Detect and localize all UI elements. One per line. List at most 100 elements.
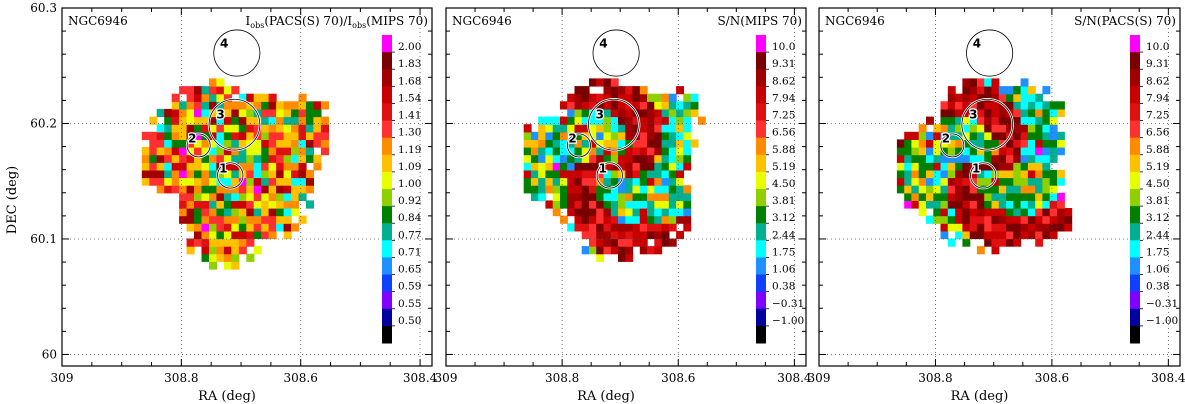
region-circle-1-outline bbox=[596, 162, 623, 189]
heatmap-cell bbox=[661, 215, 670, 224]
heatmap-cell bbox=[976, 169, 985, 179]
region-label-4: 4 bbox=[973, 36, 981, 50]
heatmap-cell bbox=[955, 223, 963, 232]
heatmap-cell bbox=[940, 208, 949, 217]
heatmap-cell bbox=[589, 147, 597, 156]
heatmap-cell bbox=[632, 116, 641, 125]
heatmap-cell bbox=[1027, 101, 1036, 110]
heatmap-cell bbox=[171, 154, 180, 163]
heatmap-cell bbox=[581, 246, 590, 255]
heatmap-cell bbox=[676, 147, 684, 156]
heatmap-cell bbox=[253, 208, 262, 217]
colorbar-swatch bbox=[1130, 154, 1140, 173]
heatmap-cell bbox=[926, 169, 934, 179]
heatmap-cell bbox=[276, 215, 285, 224]
colorbar-swatch bbox=[756, 103, 766, 122]
heatmap-cell bbox=[618, 162, 626, 171]
heatmap-cell bbox=[231, 261, 240, 270]
heatmap-cell bbox=[164, 169, 173, 179]
heatmap-cell bbox=[276, 154, 285, 163]
plot-frame bbox=[818, 7, 1181, 367]
heatmap-cell bbox=[933, 200, 942, 209]
heatmap-cell bbox=[1057, 101, 1065, 110]
heatmap-cell bbox=[216, 200, 225, 209]
heatmap-cell bbox=[268, 192, 277, 201]
heatmap-cell bbox=[238, 200, 247, 209]
heatmap-cell bbox=[1006, 162, 1014, 171]
heatmap-cell bbox=[610, 208, 619, 217]
heatmap-cell bbox=[940, 185, 949, 194]
heatmap-cell bbox=[654, 131, 663, 140]
heatmap-cell bbox=[625, 246, 634, 255]
heatmap-cell bbox=[209, 162, 218, 171]
heatmap-cell bbox=[291, 208, 300, 217]
heatmap-cell bbox=[171, 116, 180, 125]
heatmap-cell bbox=[246, 215, 255, 224]
heatmap-cell bbox=[223, 253, 232, 262]
heatmap-cell bbox=[618, 253, 626, 262]
heatmap-cell bbox=[955, 116, 963, 125]
heatmap-cell bbox=[276, 131, 285, 140]
heatmap-cell bbox=[194, 200, 203, 209]
heatmap-cell bbox=[246, 208, 255, 217]
heatmap-cell bbox=[253, 154, 262, 163]
heatmap-cell bbox=[545, 185, 554, 194]
heatmap-cell bbox=[661, 93, 670, 102]
heatmap-cell bbox=[668, 238, 677, 247]
colorbar-tick-label: 9.31 bbox=[1146, 58, 1169, 70]
heatmap-cell bbox=[223, 185, 232, 194]
heatmap-cell bbox=[668, 139, 677, 148]
heatmap-cell bbox=[976, 230, 985, 240]
heatmap-cell bbox=[647, 215, 655, 224]
heatmap-cell bbox=[639, 101, 648, 110]
heatmap-cell bbox=[618, 246, 626, 255]
y-tick-label: 60.1 bbox=[30, 232, 57, 246]
heatmap-cell bbox=[1049, 108, 1058, 118]
heatmap-cell bbox=[216, 101, 225, 110]
heatmap-cell bbox=[676, 101, 684, 110]
region-label-2: 2 bbox=[942, 132, 950, 146]
heatmap-cell bbox=[618, 238, 626, 247]
heatmap-cell bbox=[589, 116, 597, 125]
heatmap-cell bbox=[976, 101, 985, 110]
heatmap-cell bbox=[567, 101, 576, 110]
heatmap-cell bbox=[618, 223, 626, 232]
heatmap-cell bbox=[320, 124, 329, 133]
heatmap-cell bbox=[911, 139, 920, 148]
heatmap-cell bbox=[896, 185, 905, 194]
colorbar-tick-label: 0.38 bbox=[772, 281, 795, 293]
heatmap-cell bbox=[253, 230, 262, 240]
heatmap-cell bbox=[194, 215, 203, 224]
heatmap-cell bbox=[171, 177, 180, 186]
heatmap-cell bbox=[276, 116, 285, 125]
heatmap-cell bbox=[940, 101, 949, 110]
heatmap-cell bbox=[194, 139, 203, 148]
heatmap-cell bbox=[209, 78, 218, 87]
heatmap-cell bbox=[984, 177, 993, 186]
heatmap-cell bbox=[268, 223, 277, 232]
heatmap-cell bbox=[560, 162, 568, 171]
colorbar-tick-label: 3.81 bbox=[1146, 195, 1169, 207]
heatmap-cell bbox=[984, 162, 993, 171]
heatmap-cell bbox=[268, 116, 277, 125]
heatmap-cell bbox=[238, 101, 247, 110]
heatmap-cell bbox=[618, 101, 626, 110]
object-name: NGC6946 bbox=[68, 14, 128, 28]
colorbar-swatch bbox=[382, 120, 392, 139]
heatmap-cell bbox=[661, 131, 670, 140]
heatmap-cell bbox=[201, 192, 210, 201]
heatmap-cell bbox=[246, 116, 255, 125]
heatmap-cell bbox=[991, 246, 1000, 255]
heatmap-cell bbox=[291, 101, 300, 110]
heatmap-cell bbox=[962, 154, 971, 163]
colorbar-tick-label: 1.00 bbox=[398, 178, 421, 190]
heatmap-cell bbox=[639, 208, 648, 217]
heatmap-cell bbox=[1042, 169, 1051, 179]
heatmap-cell bbox=[1049, 116, 1058, 125]
heatmap-cell bbox=[171, 147, 180, 156]
heatmap-cell bbox=[639, 246, 648, 255]
heatmap-cell bbox=[246, 169, 255, 179]
heatmap-cell bbox=[1057, 139, 1065, 148]
heatmap-cell bbox=[904, 147, 913, 156]
heatmap-cell bbox=[186, 185, 195, 194]
